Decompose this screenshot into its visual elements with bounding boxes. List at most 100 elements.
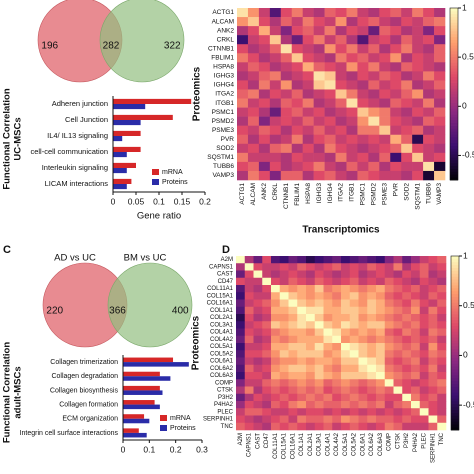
heatmap-cell bbox=[324, 71, 336, 81]
category-label: Collagen formation bbox=[59, 401, 118, 408]
heatmap-cell bbox=[335, 107, 347, 117]
heatmap-cell bbox=[237, 8, 249, 18]
heatmap-cell bbox=[269, 107, 282, 117]
heatmap-cell bbox=[428, 379, 438, 387]
colorbar-step bbox=[450, 10, 458, 15]
heatmap-cell bbox=[324, 170, 336, 181]
colorbar-frame bbox=[450, 255, 460, 431]
heatmap-cell bbox=[428, 263, 438, 271]
colorbar-step bbox=[450, 73, 458, 78]
heatmap-cell bbox=[401, 26, 413, 36]
heatmap-cell bbox=[323, 328, 333, 337]
heatmap-cell bbox=[279, 256, 289, 264]
category-label: cell-cell communication bbox=[30, 147, 108, 156]
heatmap-cell bbox=[358, 277, 368, 286]
heatmap-cell bbox=[324, 143, 336, 154]
heatmap-cell bbox=[358, 401, 368, 409]
colorbar-step bbox=[450, 125, 458, 129]
heatmap-cell bbox=[335, 89, 347, 99]
heatmap-cell bbox=[335, 62, 347, 72]
heatmap-cell bbox=[423, 62, 435, 72]
colorbar-step bbox=[451, 389, 459, 393]
heatmap-cell bbox=[306, 357, 316, 366]
colorbar-step bbox=[450, 94, 458, 98]
heatmap-cell bbox=[402, 393, 412, 402]
heatmap-cell bbox=[341, 306, 351, 315]
heatmap-cell bbox=[358, 386, 368, 395]
heatmap-cell bbox=[291, 44, 303, 54]
heatmap-cell bbox=[419, 350, 429, 358]
heatmap-cell bbox=[379, 53, 391, 63]
heatmap-cell bbox=[434, 89, 446, 99]
legend-label: mRNA bbox=[170, 415, 191, 422]
heatmap-cell bbox=[412, 62, 424, 72]
heatmap-cell bbox=[376, 256, 386, 264]
heatmap-cell bbox=[323, 386, 333, 395]
heatmap-cell bbox=[434, 107, 446, 117]
category-label: Collagen degradation bbox=[51, 373, 118, 380]
heatmap-cell bbox=[437, 328, 447, 337]
heatmap-cell bbox=[244, 270, 254, 279]
heatmap-cell bbox=[434, 71, 446, 81]
heatmap-cell bbox=[349, 299, 359, 308]
heatmap-cell bbox=[271, 350, 281, 358]
heatmap-cell bbox=[324, 98, 336, 108]
colorbar-step bbox=[450, 68, 458, 72]
heatmap-cell bbox=[269, 134, 282, 145]
heatmap-cell bbox=[434, 35, 446, 45]
heatmap-cell bbox=[393, 350, 403, 358]
set-label: BM vs UC bbox=[124, 253, 167, 264]
heatmap-cell bbox=[323, 335, 333, 344]
heatmap-cell bbox=[411, 386, 421, 395]
heatmap-cell bbox=[428, 314, 438, 322]
heatmap-cell bbox=[419, 292, 429, 300]
heatmap-cell bbox=[288, 372, 298, 380]
heatmap-cell bbox=[323, 350, 333, 358]
heatmap-cell bbox=[269, 116, 282, 126]
heatmap-cell bbox=[358, 364, 368, 373]
colorbar-step bbox=[450, 8, 458, 12]
heatmap-cell bbox=[402, 277, 412, 286]
heatmap-cell bbox=[428, 335, 438, 344]
heatmap-cell bbox=[341, 335, 351, 344]
colorbar-step bbox=[450, 168, 458, 172]
heatmap-cell bbox=[291, 134, 303, 145]
heatmap-cell bbox=[253, 343, 263, 351]
heatmap-cell bbox=[313, 53, 325, 63]
heatmap-cell bbox=[253, 357, 263, 366]
heatmap-cell bbox=[237, 62, 249, 72]
heatmap-cell bbox=[323, 415, 333, 424]
heatmap-cell bbox=[423, 125, 435, 136]
heatmap-cell bbox=[401, 98, 413, 108]
colorbar-step bbox=[451, 287, 459, 292]
heatmap-cell bbox=[262, 321, 272, 329]
heatmap-cell bbox=[302, 80, 314, 90]
heatmap-cell bbox=[419, 343, 429, 351]
heatmap-cell bbox=[332, 415, 342, 424]
heatmap-cell bbox=[237, 98, 249, 108]
heatmap-cell bbox=[262, 422, 272, 431]
heatmap-cell bbox=[437, 422, 447, 431]
heatmap-cell bbox=[379, 161, 391, 172]
colorbar-step bbox=[450, 36, 458, 40]
heatmap-cell bbox=[253, 256, 263, 264]
heatmap-cell bbox=[379, 134, 391, 145]
heatmap-cell bbox=[302, 143, 314, 154]
heatmap-cell bbox=[402, 415, 412, 424]
heatmap-cell bbox=[332, 299, 342, 308]
heatmap-cell bbox=[411, 270, 421, 279]
heatmap-cell bbox=[384, 314, 394, 322]
heatmap-cell bbox=[279, 379, 289, 387]
heatmap-cell bbox=[258, 17, 271, 27]
heatmap-cell bbox=[412, 161, 424, 172]
heatmap-cell bbox=[306, 270, 316, 279]
heatmap-cell bbox=[288, 321, 298, 329]
venn-count: 400 bbox=[172, 306, 189, 317]
heatmap-cell bbox=[368, 143, 380, 154]
heatmap-cell bbox=[306, 379, 316, 387]
heatmap-cell bbox=[291, 26, 303, 36]
heatmap-cell bbox=[384, 256, 394, 264]
heatmap-cell bbox=[332, 393, 342, 402]
heatmap-cell bbox=[346, 107, 358, 117]
y-axis-title: Functional Correlation bbox=[2, 342, 13, 444]
